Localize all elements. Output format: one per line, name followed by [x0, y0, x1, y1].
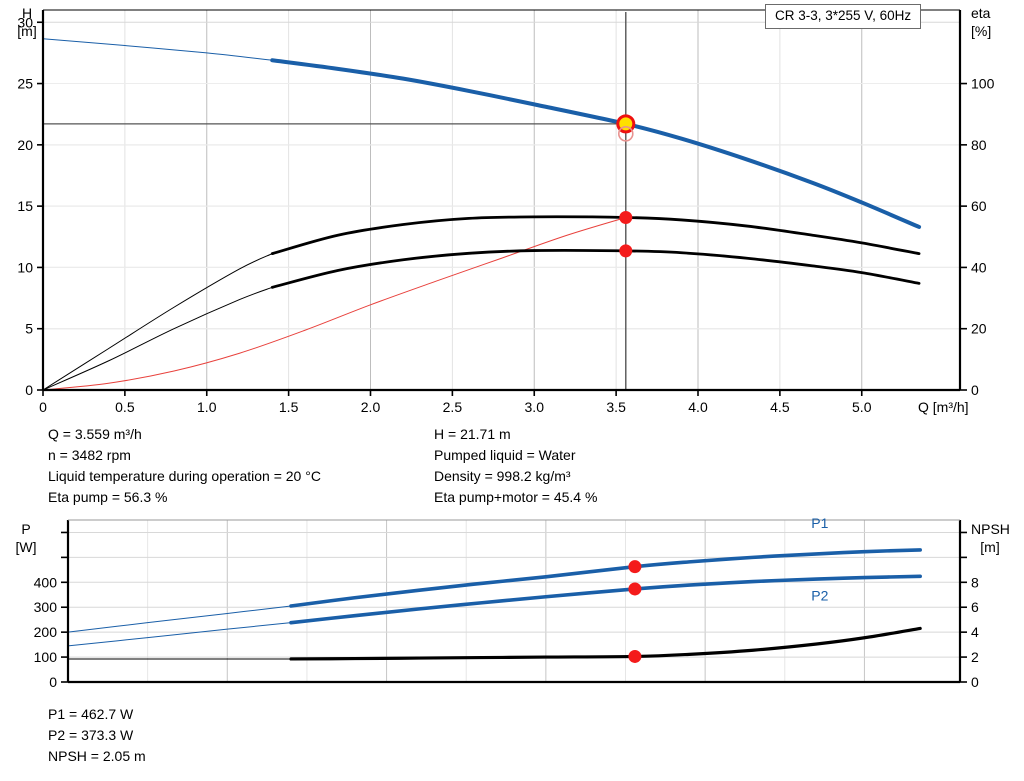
p1-label: P1: [811, 515, 828, 531]
npsh-dot: [628, 649, 642, 663]
y-tick-label-right: 40: [971, 259, 987, 275]
y-axis-right-title: eta: [971, 5, 991, 21]
curve-p2-thin: [67, 622, 292, 647]
y-axis-left-unit: [m]: [17, 23, 36, 39]
curve-h-(head)-curve-thin: [42, 38, 273, 61]
info-q: Q = 3.559 m³/h: [48, 426, 142, 442]
curve-eta-pump+motor-black-curve: [270, 248, 921, 289]
p2-dot: [628, 582, 642, 596]
info-p2: P2 = 373.3 W: [48, 727, 134, 743]
eta-point-open-marker: [617, 126, 634, 142]
y-tick-label-left: 10: [17, 259, 33, 275]
y-axis-right-unit: [%]: [971, 23, 991, 39]
curve-npsh: [289, 626, 922, 661]
y-tick-label-left: 25: [17, 76, 33, 92]
info-h: H = 21.71 m: [434, 426, 511, 442]
info-block-left: Q = 3.559 m³/h n = 3482 rpm Liquid tempe…: [48, 424, 321, 508]
y-tick-label-left: 15: [17, 198, 33, 214]
y-axis-left-title: H: [22, 5, 32, 21]
info-eta-pump: Eta pump = 56.3 %: [48, 489, 168, 505]
curve-eta-pump-upper-black-curve: [270, 215, 921, 256]
eta-pump-dot: [619, 210, 633, 224]
y-tick-label-left: 0: [49, 674, 57, 690]
y-tick-label-left: 20: [17, 137, 33, 153]
model-title-label: CR 3-3, 3*255 V, 60Hz: [775, 8, 912, 23]
y-tick-label-right: 100: [971, 76, 995, 92]
p2-label: P2: [811, 587, 828, 603]
info-temp: Liquid temperature during operation = 20…: [48, 468, 321, 484]
y-tick-label-left: 30: [17, 14, 33, 30]
upper-plot-area: 0 5 10 15 20 25 30 0 20 40 60 80 100 0 0.5 1.0 1.5 2.0 2.5…: [17, 5, 994, 415]
y-tick-label-right: 20: [971, 321, 987, 337]
info-eta-pump-motor: Eta pump+motor = 45.4 %: [434, 489, 598, 505]
x-tick-label: 1.5: [279, 399, 299, 415]
power-npsh-chart: 0 100 200 300 400 0 2 4 6 8 P [W] NPSH [m] P1 P2: [16, 515, 1010, 690]
info-npsh: NPSH = 2.05 m: [48, 748, 146, 764]
lower-plot-area: 0 100 200 300 400 0 2 4 6 8 P [W] NPSH [m] P1 P2: [16, 515, 1010, 690]
y-tick-label-left: 100: [34, 649, 58, 665]
x-axis-title: Q [m³/h]: [918, 399, 969, 415]
y-tick-label-right: 0: [971, 382, 979, 398]
x-tick-label: 2.0: [361, 399, 381, 415]
y-axis-left-unit: [W]: [16, 539, 37, 555]
y-tick-label-right: 4: [971, 624, 979, 640]
p1-dot: [628, 560, 642, 574]
curve-h-(head)-curve: [270, 58, 922, 229]
x-tick-label: 5.0: [852, 399, 872, 415]
x-tick-label: 2.5: [443, 399, 463, 415]
eta-pump-motor-dot: [619, 244, 633, 258]
y-tick-label-right: 80: [971, 137, 987, 153]
x-tick-label: 1.0: [197, 399, 217, 415]
y-tick-label-left: 300: [34, 599, 58, 615]
info-n: n = 3482 rpm: [48, 447, 131, 463]
x-tick-label: 0: [39, 399, 47, 415]
y-tick-label-right: 0: [971, 674, 979, 690]
info-block-bottom: P1 = 462.7 W P2 = 373.3 W NPSH = 2.05 m: [48, 704, 146, 767]
curve-p1: [289, 548, 922, 608]
y-tick-label-left: 5: [25, 321, 33, 337]
curve-p2: [289, 574, 922, 625]
x-tick-label: 3.5: [606, 399, 626, 415]
info-density: Density = 998.2 kg/m³: [434, 468, 571, 484]
head-efficiency-chart: 0 5 10 15 20 25 30 0 20 40 60 80 100 0 0.5 1.0 1.5 2.0 2.5…: [17, 5, 994, 415]
model-title-box: CR 3-3, 3*255 V, 60Hz: [765, 4, 922, 29]
info-block-right: H = 21.71 m Pumped liquid = Water Densit…: [434, 424, 597, 508]
y-tick-label-right: 2: [971, 649, 979, 665]
x-tick-label: 3.0: [525, 399, 545, 415]
y-tick-label-left: 400: [34, 574, 58, 590]
x-tick-label: 4.0: [688, 399, 708, 415]
y-axis-right-unit: [m]: [980, 539, 999, 555]
curve-eta-pump+motor-black-curve-thin: [42, 286, 273, 391]
y-tick-label-left: 200: [34, 624, 58, 640]
y-tick-label-right: 6: [971, 599, 979, 615]
info-p1: P1 = 462.7 W: [48, 706, 134, 722]
y-axis-right-title: NPSH: [971, 521, 1010, 537]
y-tick-label-left: 0: [25, 382, 33, 398]
x-tick-label: 0.5: [115, 399, 135, 415]
curve-p1-thin: [67, 605, 292, 633]
y-tick-label-right: 8: [971, 574, 979, 590]
y-axis-left-title: P: [21, 521, 30, 537]
curve-eta-pump-curve-thin: [42, 216, 626, 391]
x-tick-label: 4.5: [770, 399, 790, 415]
curve-eta-pump-upper-black-curve-thin: [42, 253, 273, 391]
y-tick-label-right: 60: [971, 198, 987, 214]
info-liquid: Pumped liquid = Water: [434, 447, 576, 463]
